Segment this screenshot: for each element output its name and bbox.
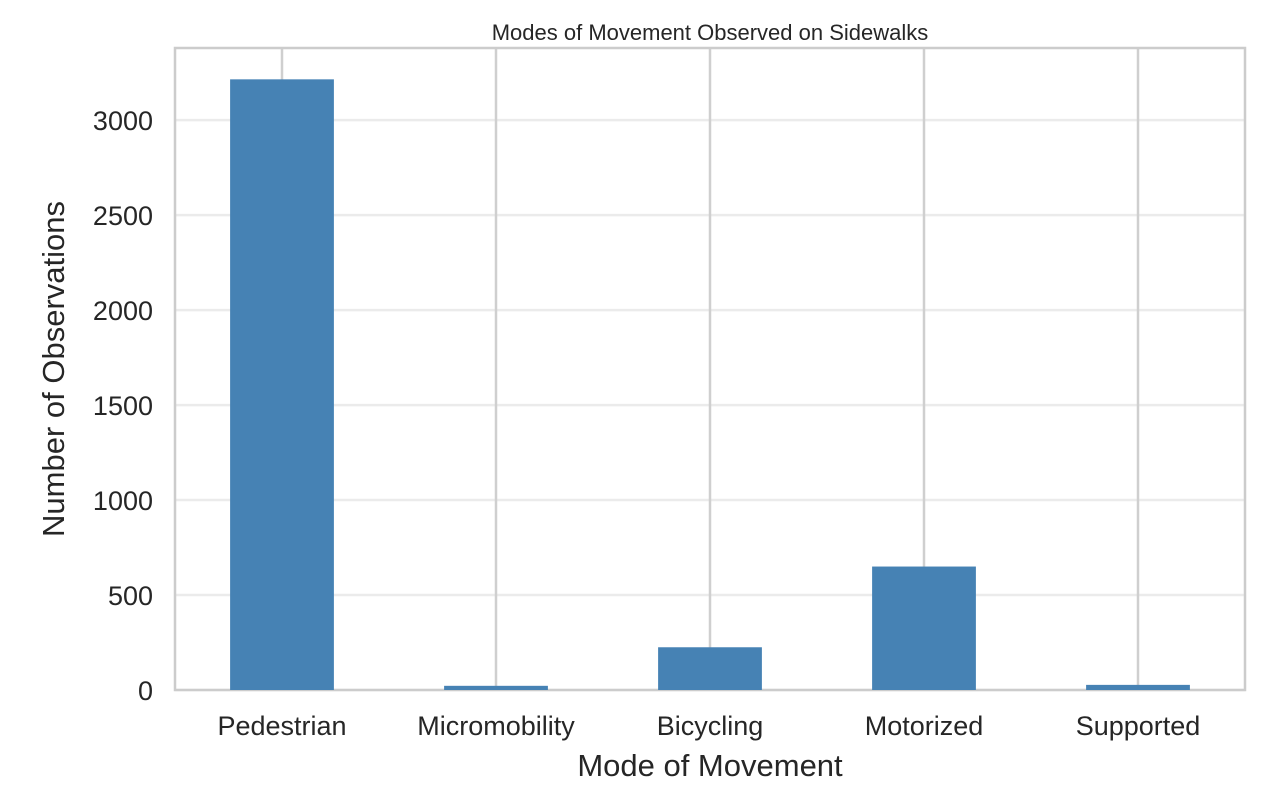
y-tick-label: 0	[138, 676, 153, 706]
bars	[230, 79, 1190, 691]
gridlines	[175, 48, 1245, 692]
bar-pedestrian	[230, 79, 334, 691]
x-tick-label: Micromobility	[417, 711, 575, 741]
bar-micromobility	[444, 685, 548, 690]
bar-supported	[1086, 684, 1190, 690]
x-tick-label: Motorized	[865, 711, 984, 741]
y-tick-label: 500	[108, 581, 153, 611]
y-tick-label: 2500	[93, 201, 153, 231]
x-axis-label: Mode of Movement	[577, 748, 843, 783]
y-tick-label: 2000	[93, 296, 153, 326]
x-tick-label: Bicycling	[657, 711, 764, 741]
bar-bicycling	[658, 647, 762, 690]
x-tick-label: Pedestrian	[217, 711, 346, 741]
x-tick-labels: Pedestrian Micromobility Bicycling Motorize…	[217, 711, 1200, 741]
x-tick-label: Supported	[1076, 711, 1201, 741]
chart-title: Modes of Movement Observed on Sidewalks	[492, 20, 929, 45]
y-tick-labels: 0 500 1000 1500 2000 2500 3000	[93, 106, 153, 706]
y-tick-label: 3000	[93, 106, 153, 136]
y-tick-label: 1000	[93, 486, 153, 516]
y-tick-label: 1500	[93, 391, 153, 421]
bar-motorized	[872, 566, 976, 690]
y-axis-label: Number of Observations	[36, 201, 71, 537]
